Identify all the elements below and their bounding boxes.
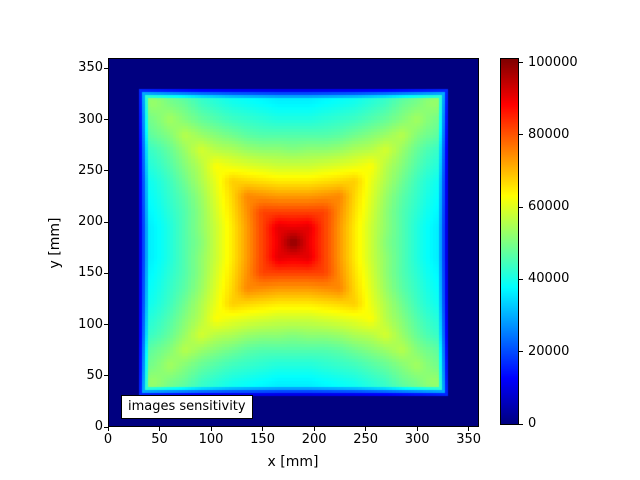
y-tick-label: 200 bbox=[78, 214, 103, 229]
y-tick-mark bbox=[104, 324, 108, 325]
y-axis-label: y [mm] bbox=[47, 217, 63, 269]
colorbar-tick-label: 100000 bbox=[528, 54, 578, 70]
annotation-text: images sensitivity bbox=[128, 399, 246, 414]
colorbar-tick-label: 40000 bbox=[528, 271, 570, 287]
colorbar-tick-label: 80000 bbox=[528, 126, 570, 142]
y-tick-mark bbox=[104, 426, 108, 428]
x-tick-label: 300 bbox=[404, 432, 430, 447]
y-tick-label: 50 bbox=[86, 367, 103, 383]
y-tick-mark bbox=[104, 67, 108, 69]
annotation-box: images sensitivity bbox=[121, 395, 253, 419]
y-tick-mark bbox=[104, 272, 108, 274]
x-tick-mark bbox=[313, 427, 315, 431]
heatmap-canvas bbox=[108, 58, 479, 427]
colorbar-canvas bbox=[501, 59, 518, 424]
x-tick-mark bbox=[262, 427, 264, 431]
y-tick-mark bbox=[104, 375, 108, 377]
x-tick-label: 150 bbox=[250, 432, 275, 447]
y-tick-label: 100 bbox=[78, 316, 103, 332]
x-tick-mark bbox=[159, 427, 161, 431]
colorbar-tick-label: 60000 bbox=[528, 199, 570, 215]
y-tick-mark bbox=[104, 170, 108, 172]
x-axis-label: x [mm] bbox=[267, 454, 319, 470]
y-tick-label: 0 bbox=[94, 419, 103, 434]
colorbar-tick-mark bbox=[519, 62, 523, 64]
colorbar-tick-mark bbox=[519, 351, 523, 353]
y-tick-label: 250 bbox=[78, 162, 103, 178]
colorbar-tick-mark bbox=[519, 134, 523, 136]
y-tick-mark bbox=[104, 221, 108, 223]
x-tick-label: 0 bbox=[103, 432, 113, 447]
y-tick-label: 350 bbox=[78, 60, 103, 76]
y-tick-label: 300 bbox=[78, 111, 103, 127]
x-tick-mark bbox=[210, 427, 212, 431]
colorbar-tick-label: 20000 bbox=[528, 343, 570, 359]
colorbar-tick-label: 0 bbox=[528, 416, 537, 431]
colorbar-tick-mark bbox=[519, 278, 523, 280]
colorbar-outline bbox=[500, 58, 519, 425]
x-tick-label: 100 bbox=[198, 432, 224, 447]
x-tick-mark bbox=[416, 427, 418, 431]
x-tick-mark bbox=[107, 427, 109, 431]
colorbar-tick-mark bbox=[519, 423, 523, 425]
x-tick-mark bbox=[468, 427, 470, 431]
x-tick-label: 250 bbox=[353, 432, 379, 447]
x-tick-mark bbox=[365, 427, 367, 431]
x-tick-label: 200 bbox=[301, 432, 327, 447]
y-tick-label: 150 bbox=[78, 265, 103, 281]
y-tick-mark bbox=[104, 119, 108, 120]
x-tick-label: 50 bbox=[151, 432, 168, 447]
colorbar-tick-mark bbox=[519, 206, 523, 208]
x-tick-label: 350 bbox=[456, 432, 482, 447]
